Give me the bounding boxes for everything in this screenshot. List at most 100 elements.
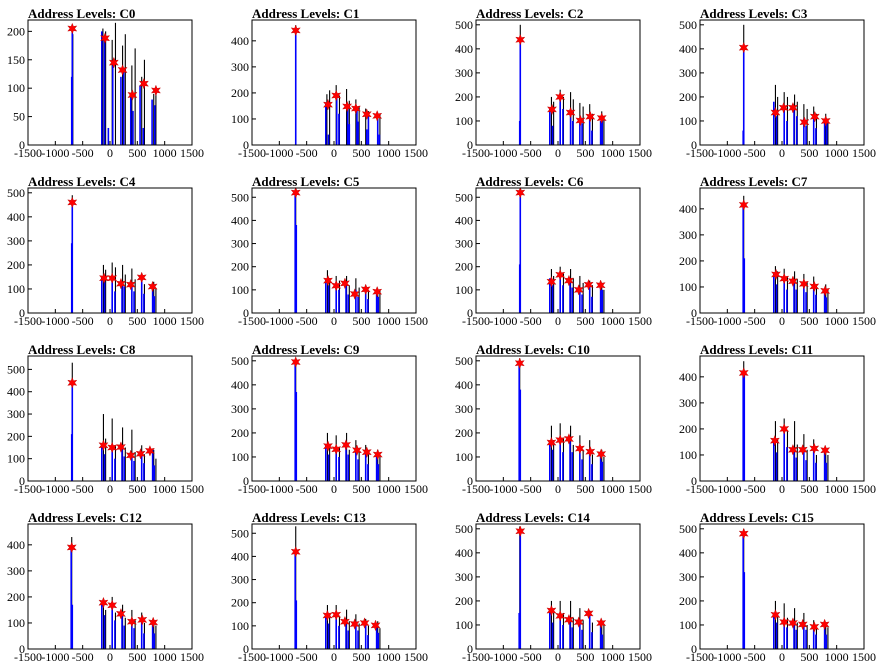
peak-marker — [98, 272, 109, 284]
x-tick-label: 0 — [555, 146, 561, 160]
peak-marker — [331, 279, 342, 292]
x-tick-label: -500 — [520, 650, 542, 664]
y-tick-label: 100 — [231, 619, 249, 633]
x-tick-label: 1500 — [628, 146, 652, 160]
plot-frame — [27, 523, 193, 650]
histogram-chart: -1500 -1000 -500 0 500 1000 1500 0 100 200 300 400 5… — [231, 523, 428, 664]
x-tick-label: -500 — [296, 650, 318, 664]
x-tick-label: 500 — [352, 146, 370, 160]
x-tick-label: -500 — [744, 482, 766, 496]
x-tick-label: -500 — [72, 314, 94, 328]
peak-marker — [738, 199, 749, 211]
chart-title: Address Levels: C2 — [476, 6, 584, 21]
x-tick-label: -1000 — [713, 482, 741, 496]
x-tick-label: -500 — [296, 146, 318, 160]
peak-marker — [596, 448, 607, 460]
peak-marker — [115, 277, 126, 290]
y-tick-label: 300 — [679, 396, 697, 410]
plot-frame — [475, 355, 641, 482]
plot-frame — [251, 19, 417, 146]
y-tick-label: 0 — [19, 474, 25, 488]
x-tick-label: -1000 — [489, 482, 517, 496]
peak-marker — [331, 608, 342, 621]
x-tick-label: 1500 — [628, 650, 652, 664]
peak-marker — [322, 609, 333, 622]
peak-marker — [67, 377, 78, 389]
peak-marker — [115, 441, 126, 453]
chart-title: Address Levels: C8 — [28, 342, 136, 357]
y-tick-label: 0 — [691, 138, 697, 152]
y-tick-label: 50 — [13, 110, 25, 124]
peak-marker — [135, 448, 146, 460]
x-tick-label: 500 — [352, 314, 370, 328]
chart-panel: -1500 -1000 -500 0 500 1000 1500 0 100 200 300 400 A… — [224, 0, 448, 168]
y-tick-label: 0 — [691, 306, 697, 320]
peak-marker — [147, 280, 158, 293]
y-tick-label: 500 — [679, 522, 697, 536]
peak-marker — [115, 608, 126, 620]
y-tick-label: 300 — [455, 402, 473, 416]
x-tick-label: 1000 — [825, 314, 849, 328]
peak-marker — [546, 604, 557, 617]
y-tick-label: 200 — [679, 422, 697, 436]
x-tick-label: 1500 — [404, 482, 428, 496]
x-tick-label: 1000 — [601, 146, 625, 160]
y-tick-label: 100 — [7, 282, 25, 296]
x-tick-label: -1000 — [41, 314, 69, 328]
histogram-chart: -1500 -1000 -500 0 500 1000 1500 0 100 200 300 400 — [679, 187, 876, 328]
plot-frame — [475, 187, 641, 314]
peak-marker — [372, 110, 383, 122]
peak-marker — [797, 618, 808, 631]
peak-marker — [585, 110, 596, 123]
x-tick-label: 0 — [107, 482, 113, 496]
y-tick-label: 0 — [691, 642, 697, 656]
plot-frame — [699, 187, 865, 314]
x-tick-label: -1000 — [265, 146, 293, 160]
peak-marker — [797, 443, 808, 456]
peak-marker — [514, 357, 525, 369]
x-tick-label: 1500 — [404, 146, 428, 160]
y-tick-label: 0 — [467, 138, 473, 152]
x-tick-label: 1000 — [377, 482, 401, 496]
x-tick-label: -1000 — [489, 146, 517, 160]
x-tick-label: 500 — [576, 482, 594, 496]
peak-marker — [349, 618, 360, 630]
x-tick-label: 500 — [352, 650, 370, 664]
x-tick-label: 1500 — [180, 314, 204, 328]
peak-marker — [770, 609, 781, 621]
y-tick-label: 400 — [679, 546, 697, 560]
x-tick-label: 1000 — [153, 482, 177, 496]
y-tick-label: 200 — [231, 596, 249, 610]
x-tick-label: 1500 — [404, 314, 428, 328]
peak-marker — [575, 114, 586, 127]
peak-marker — [150, 84, 161, 97]
plot-frame — [27, 187, 193, 314]
peak-marker — [372, 448, 383, 461]
y-tick-label: 300 — [7, 564, 25, 578]
peak-marker — [339, 277, 350, 290]
x-tick-label: 1500 — [852, 482, 876, 496]
peak-marker — [515, 33, 526, 46]
y-tick-label: 300 — [231, 573, 249, 587]
peak-marker — [799, 116, 810, 128]
peak-marker — [98, 596, 109, 609]
y-tick-label: 0 — [467, 306, 473, 320]
y-tick-label: 300 — [455, 66, 473, 80]
peak-marker — [563, 613, 574, 626]
y-tick-label: 200 — [455, 260, 473, 274]
chart-title: Address Levels: C15 — [700, 510, 814, 525]
peak-marker — [138, 77, 149, 90]
x-tick-label: -1000 — [265, 314, 293, 328]
x-tick-label: 500 — [128, 146, 146, 160]
x-tick-label: 1500 — [852, 650, 876, 664]
x-tick-label: 0 — [107, 314, 113, 328]
peak-marker — [126, 615, 137, 628]
x-tick-label: -1000 — [713, 146, 741, 160]
chart-panel: -1500 -1000 -500 0 500 1000 1500 0 100 200 300 400 5… — [672, 0, 896, 168]
histogram-chart: -1500 -1000 -500 0 500 1000 1500 0 100 200 300 400 5… — [679, 18, 876, 160]
x-tick-label: 0 — [555, 482, 561, 496]
peak-marker — [515, 525, 526, 537]
chart-title: Address Levels: C1 — [252, 6, 360, 21]
x-tick-label: 500 — [800, 650, 818, 664]
